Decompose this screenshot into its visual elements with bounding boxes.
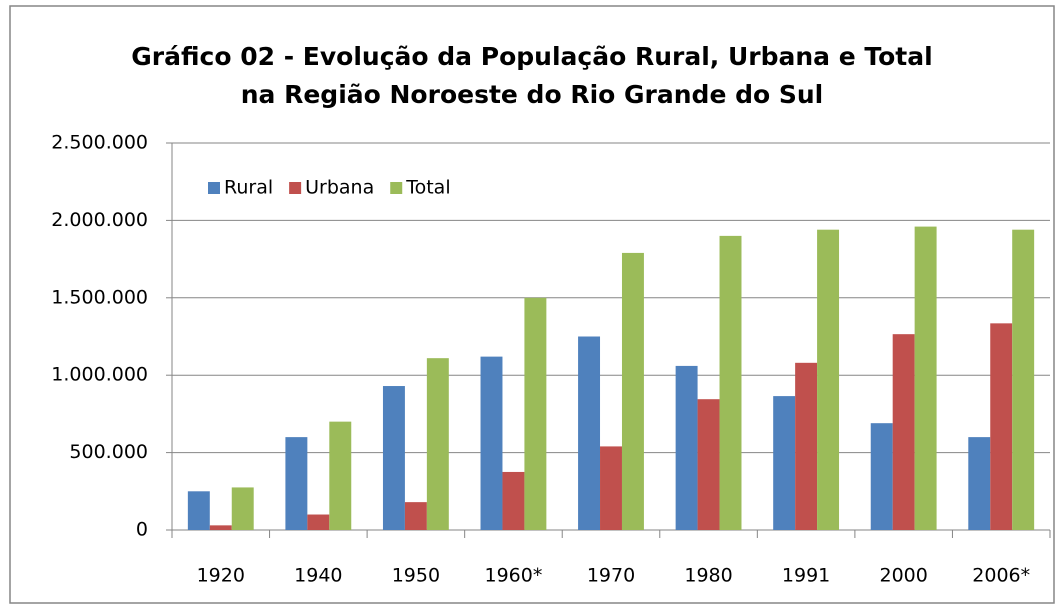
legend-label: Total [405, 177, 450, 199]
x-tick-label: 1940 [294, 565, 342, 587]
y-tick-label: 2.500.000 [51, 132, 148, 154]
legend-swatch [289, 182, 302, 194]
x-tick-label: 1980 [684, 565, 732, 587]
legend-swatch [390, 182, 403, 194]
x-tick-label: 1920 [197, 565, 245, 587]
bar [870, 423, 893, 530]
bar [426, 358, 449, 530]
bar [990, 323, 1013, 530]
legend-label: Urbana [305, 177, 374, 199]
legend-swatch [208, 182, 220, 194]
x-tick-label: 1960* [485, 565, 543, 587]
bar [600, 446, 622, 530]
x-tick-label: 1950 [392, 565, 440, 587]
bar [285, 437, 308, 530]
bar [480, 356, 503, 530]
y-tick-label: 1.000.000 [51, 364, 148, 386]
bar [329, 421, 352, 530]
bar [231, 487, 254, 530]
x-tick-label: 2006* [972, 565, 1030, 587]
x-tick-label: 1970 [587, 565, 635, 587]
bar [773, 396, 796, 530]
legend-label: Rural [224, 177, 273, 199]
bar [697, 399, 720, 530]
bar [817, 229, 840, 531]
bar [578, 336, 601, 530]
bar [502, 471, 525, 530]
bar [675, 365, 698, 530]
y-tick-label: 2.000.000 [51, 209, 148, 231]
bar [524, 297, 547, 530]
bar [404, 502, 427, 530]
bar [914, 226, 937, 531]
bar [968, 437, 991, 530]
y-tick-label: 500.000 [69, 441, 148, 463]
bar [187, 491, 210, 530]
bar [621, 252, 644, 530]
bar [209, 525, 232, 530]
bar [382, 386, 405, 530]
y-tick-label: 0 [136, 519, 148, 541]
bar [307, 514, 330, 530]
bar [719, 235, 742, 530]
x-tick-label: 2000 [879, 565, 927, 587]
bar [892, 334, 915, 530]
x-tick-label: 1991 [782, 565, 830, 587]
bar [795, 362, 818, 530]
y-tick-label: 1.500.000 [51, 286, 148, 308]
chart-title: Gráfico 02 - Evolução da População Rural… [131, 42, 933, 109]
bar [1012, 229, 1035, 531]
